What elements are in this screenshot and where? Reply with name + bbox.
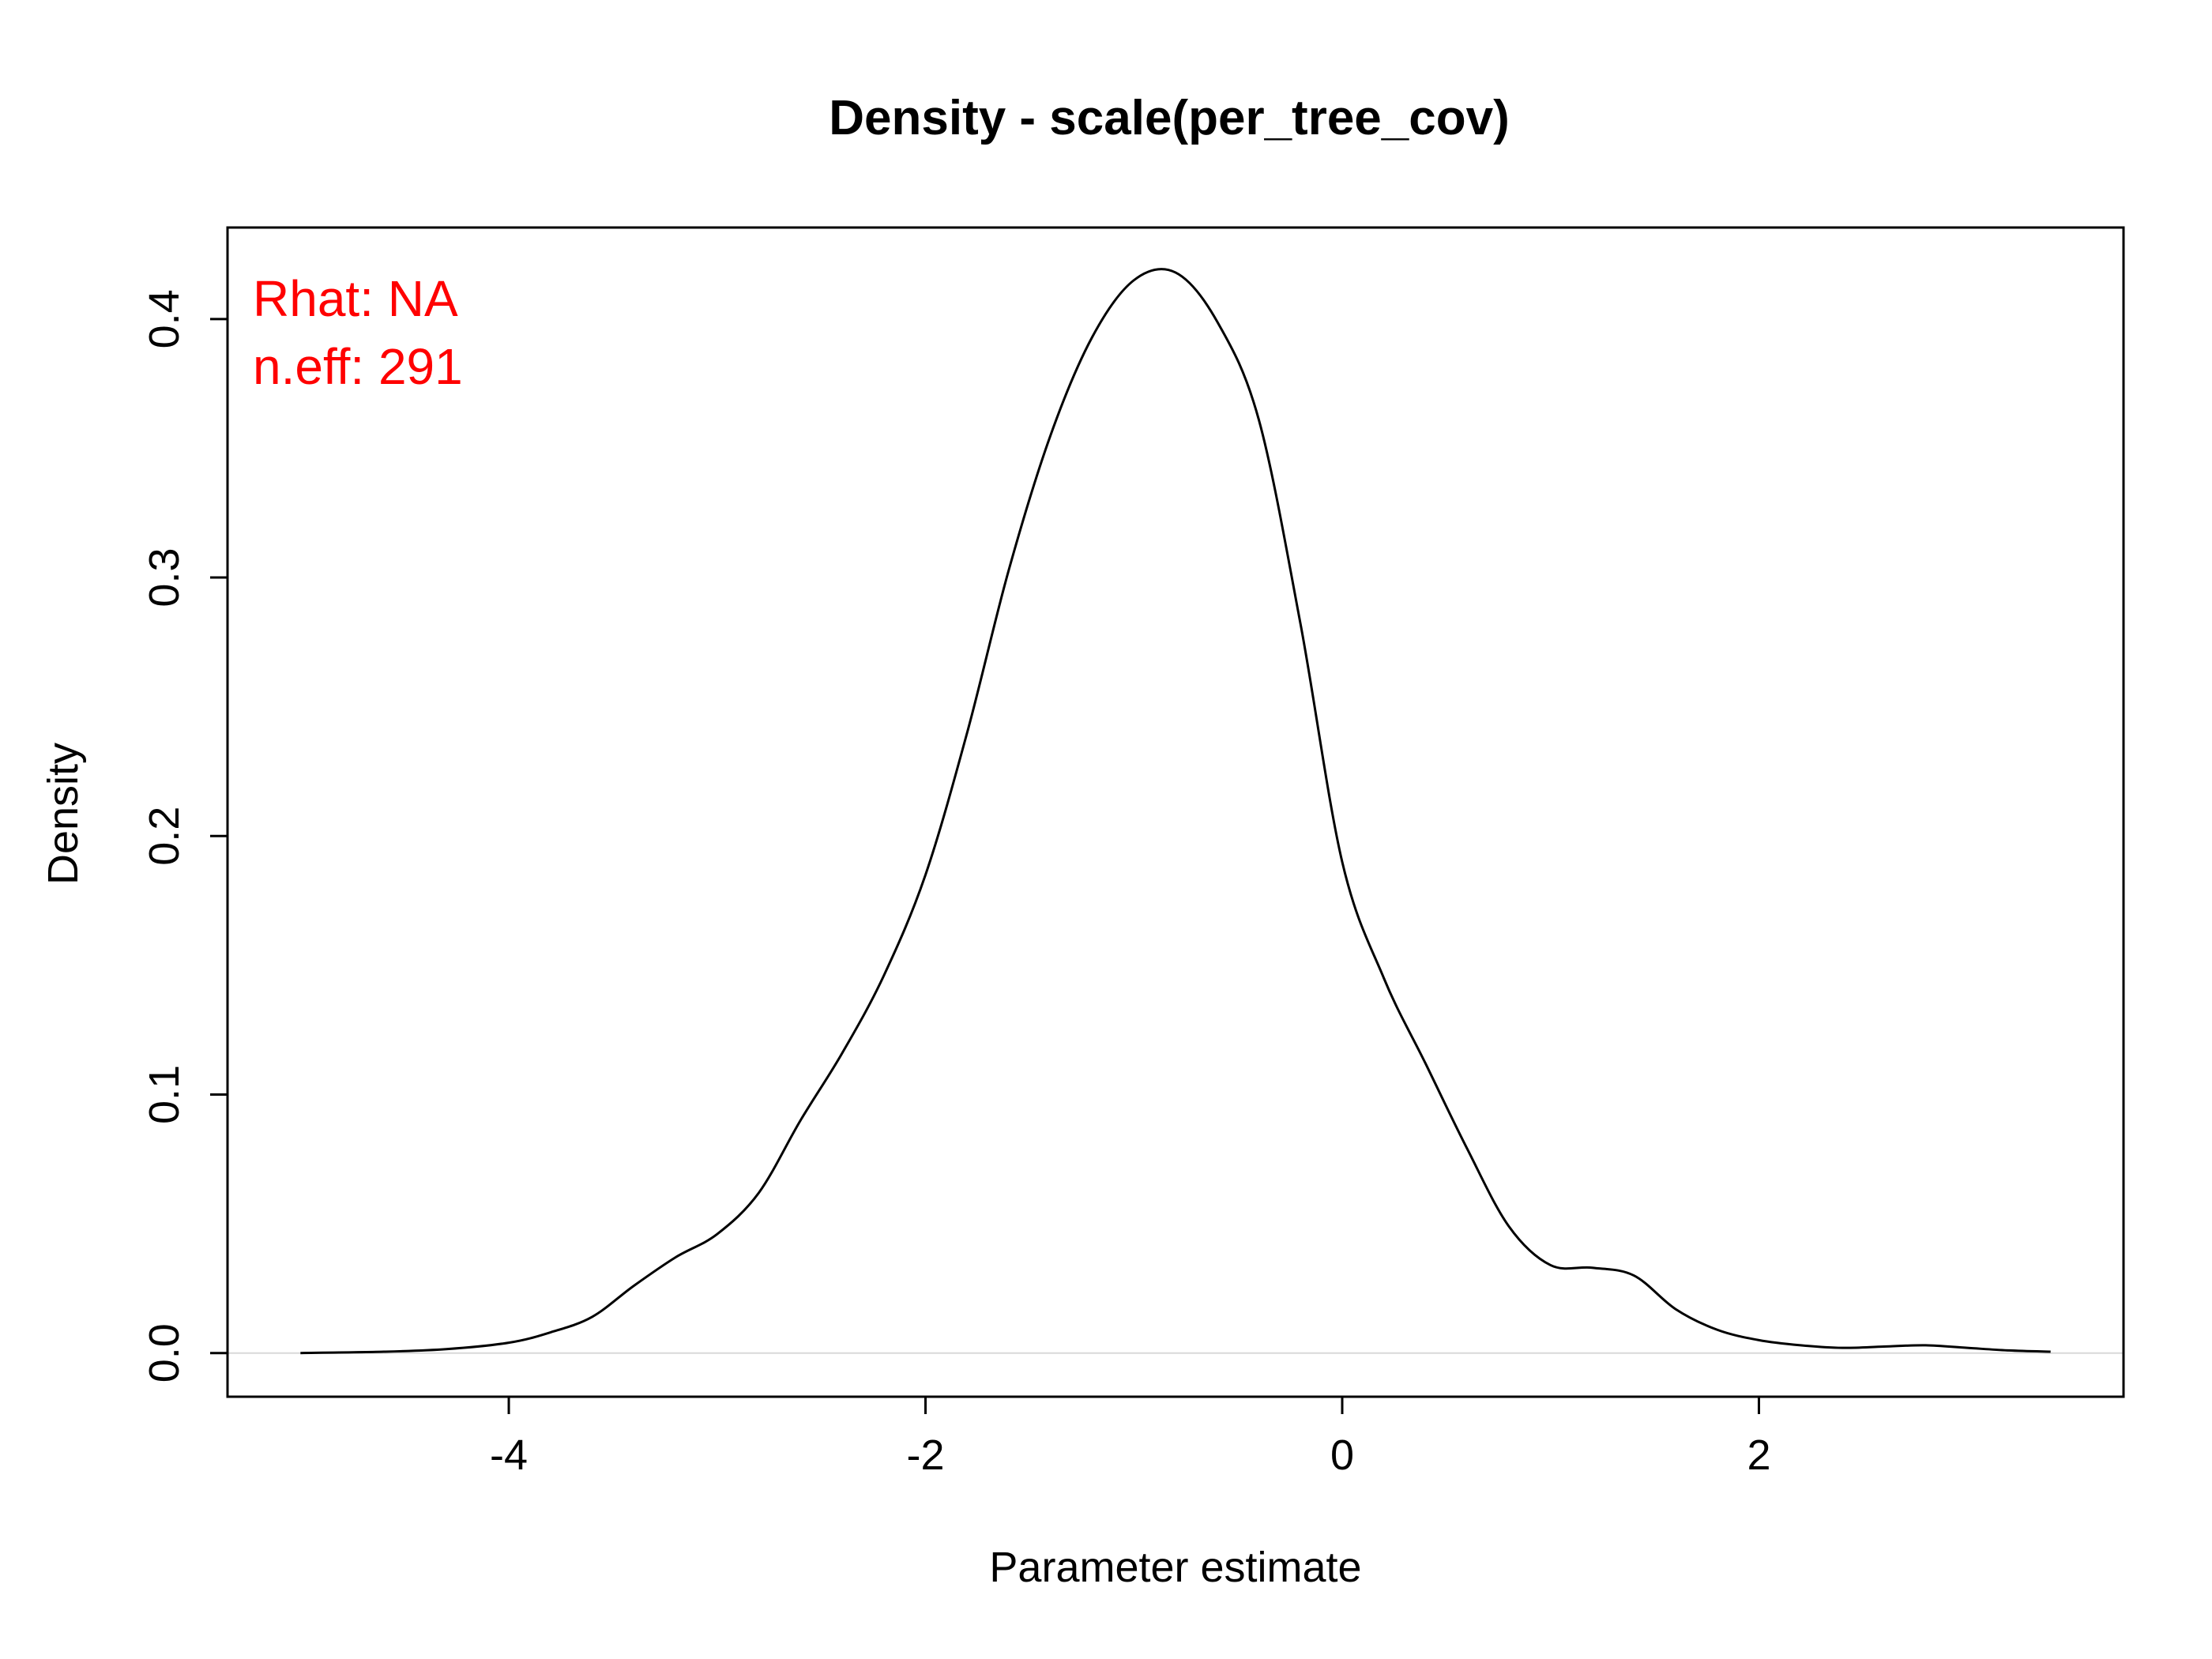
y-tick-label: 0.3 <box>141 548 188 608</box>
x-tick-label: 0 <box>1330 1431 1354 1479</box>
y-axis: 0.0 0.1 0.2 0.3 0.4 <box>141 289 228 1382</box>
x-axis-title: Parameter estimate <box>989 1544 1361 1591</box>
neff-label: n.eff: 291 <box>253 338 463 395</box>
y-tick-label: 0.0 <box>141 1323 188 1382</box>
x-tick-label: -2 <box>907 1431 945 1479</box>
y-tick-label: 0.2 <box>141 807 188 866</box>
y-tick-label: 0.1 <box>141 1065 188 1124</box>
density-curve <box>300 268 2051 1355</box>
x-tick-label: 2 <box>1747 1431 1770 1479</box>
plot-frame <box>226 226 2125 1398</box>
chart-title: Density - scale(per_tree_cov) <box>829 91 1510 145</box>
rhat-label: Rhat: NA <box>253 270 458 327</box>
y-axis-title: Density <box>40 743 87 885</box>
x-tick-label: -4 <box>490 1431 528 1479</box>
x-axis: -4 -2 0 2 <box>490 1397 1770 1479</box>
y-tick-label: 0.4 <box>141 289 188 348</box>
